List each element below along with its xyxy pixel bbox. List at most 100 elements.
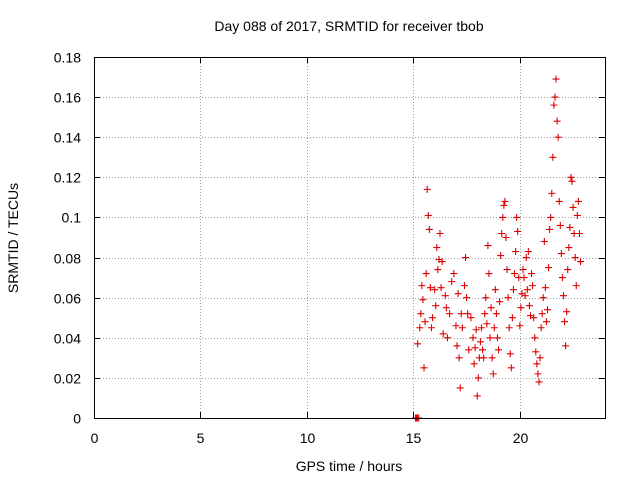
data-point bbox=[540, 238, 548, 246]
data-point bbox=[556, 221, 564, 229]
y-tick-label: 0.02 bbox=[54, 371, 81, 387]
y-tick-label: 0.04 bbox=[54, 331, 81, 347]
data-point bbox=[471, 344, 479, 352]
data-point bbox=[489, 370, 497, 378]
data-point bbox=[485, 270, 493, 278]
data-point bbox=[567, 173, 575, 181]
data-point bbox=[522, 254, 530, 262]
data-point bbox=[484, 242, 492, 250]
data-point bbox=[552, 75, 560, 83]
data-point bbox=[458, 324, 466, 332]
y-tick-label: 0.1 bbox=[62, 210, 82, 226]
chart-title: Day 088 of 2017, SRMTID for receiver tbo… bbox=[214, 18, 483, 34]
data-point bbox=[557, 250, 565, 258]
data-point bbox=[442, 304, 450, 312]
data-point bbox=[448, 278, 456, 286]
data-point bbox=[441, 292, 449, 300]
data-point bbox=[509, 286, 517, 294]
data-point bbox=[454, 290, 462, 298]
data-point bbox=[431, 286, 439, 294]
data-point bbox=[478, 324, 486, 332]
data-point bbox=[421, 318, 429, 326]
data-point bbox=[502, 234, 510, 241]
data-point bbox=[520, 274, 528, 282]
y-tick-label: 0.08 bbox=[54, 251, 81, 267]
data-point bbox=[433, 244, 441, 252]
data-point bbox=[426, 284, 434, 292]
data-point bbox=[503, 266, 511, 274]
data-point bbox=[443, 334, 451, 342]
data-point bbox=[446, 310, 454, 318]
data-point bbox=[470, 360, 478, 368]
data-point bbox=[519, 266, 527, 274]
data-point bbox=[523, 286, 531, 294]
data-point bbox=[456, 384, 464, 392]
data-point bbox=[536, 354, 544, 362]
data-point bbox=[422, 270, 430, 278]
data-point bbox=[521, 292, 529, 300]
data-point bbox=[528, 270, 536, 278]
data-point bbox=[463, 294, 471, 302]
data-point bbox=[419, 296, 427, 304]
data-point bbox=[474, 374, 482, 382]
data-point bbox=[437, 284, 445, 292]
data-point bbox=[420, 364, 428, 372]
data-point bbox=[483, 320, 491, 328]
data-point bbox=[538, 310, 546, 318]
data-point bbox=[513, 213, 521, 221]
data-point bbox=[507, 364, 515, 372]
data-point bbox=[571, 254, 579, 262]
data-point bbox=[479, 346, 487, 354]
data-point bbox=[482, 294, 490, 302]
y-tick-label: 0 bbox=[73, 411, 81, 427]
data-point bbox=[535, 378, 543, 386]
data-point bbox=[493, 334, 501, 342]
data-point bbox=[418, 282, 426, 290]
data-point bbox=[492, 310, 500, 318]
data-point bbox=[434, 266, 442, 274]
data-point bbox=[488, 354, 496, 362]
data-point bbox=[460, 282, 468, 290]
data-point bbox=[432, 302, 440, 310]
data-point bbox=[504, 294, 512, 302]
data-point bbox=[450, 270, 458, 278]
data-point bbox=[549, 153, 557, 161]
y-tick-label: 0.18 bbox=[54, 50, 81, 66]
data-point bbox=[572, 282, 580, 290]
data-point bbox=[506, 350, 514, 358]
data-point bbox=[548, 189, 556, 197]
x-tick-label: 20 bbox=[513, 430, 529, 446]
x-tick-label: 15 bbox=[406, 430, 422, 446]
data-point bbox=[453, 342, 461, 350]
data-point bbox=[414, 340, 422, 348]
x-tick-label: 10 bbox=[300, 430, 316, 446]
data-point bbox=[541, 284, 549, 292]
data-point bbox=[553, 117, 561, 125]
data-point bbox=[577, 258, 585, 266]
y-axis-label: SRMTID / TECUs bbox=[5, 183, 21, 293]
data-point bbox=[424, 211, 432, 219]
data-point bbox=[573, 211, 581, 219]
data-point bbox=[467, 314, 475, 322]
data-point bbox=[455, 354, 463, 362]
axis-ticks: 0 0.02 0.04 0.06 0.08 0.1 0.12 0.14 0.16 0.18 0 5 10… bbox=[54, 50, 605, 446]
data-point bbox=[559, 292, 567, 300]
data-point bbox=[533, 360, 541, 368]
data-point bbox=[438, 258, 446, 266]
data-point bbox=[568, 177, 576, 185]
data-point bbox=[496, 298, 504, 306]
data-point bbox=[469, 334, 477, 342]
x-tick-label: 0 bbox=[91, 430, 99, 446]
data-point bbox=[487, 304, 495, 312]
data-point bbox=[554, 133, 562, 141]
data-point bbox=[473, 392, 481, 400]
data-point bbox=[429, 314, 437, 322]
data-point bbox=[532, 348, 540, 356]
data-point bbox=[505, 324, 513, 332]
data-point bbox=[550, 101, 558, 109]
data-point bbox=[531, 334, 539, 342]
data-point bbox=[416, 324, 424, 332]
grid bbox=[94, 57, 605, 418]
data-point bbox=[516, 322, 524, 330]
data-point bbox=[511, 270, 519, 278]
